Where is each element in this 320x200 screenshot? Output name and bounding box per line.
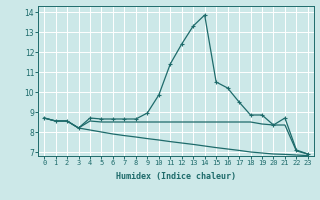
X-axis label: Humidex (Indice chaleur): Humidex (Indice chaleur) [116,172,236,181]
